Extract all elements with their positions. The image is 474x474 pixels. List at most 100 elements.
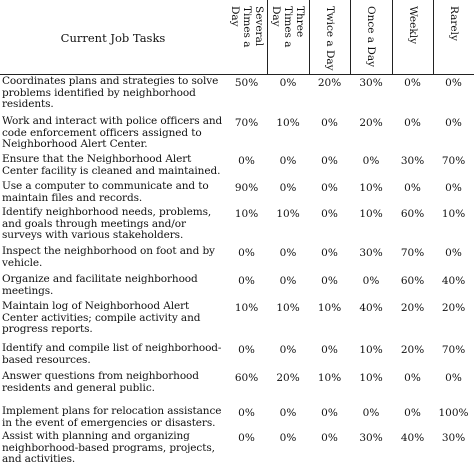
frequency-cell: 30% — [400, 155, 425, 167]
column-header-label: Weekly — [406, 6, 419, 45]
header-rule — [0, 74, 474, 75]
frequency-cell: 10% — [359, 182, 383, 194]
frequency-cell: 60% — [400, 208, 425, 220]
frequency-cell: 0% — [321, 275, 338, 287]
frequency-cell: 0% — [279, 432, 297, 444]
frequency-cell: 40% — [441, 275, 466, 287]
frequency-cell: 0% — [321, 155, 338, 167]
frequency-cell: 10% — [276, 302, 300, 314]
task-description: Coordinates plans and strategies to solv… — [2, 75, 219, 110]
frequency-cell: 0% — [279, 77, 297, 89]
column-header: Once a Day — [350, 0, 392, 75]
frequency-cell: 0% — [238, 247, 255, 259]
column-header-label: Once a Day — [365, 6, 377, 68]
frequency-cell: 0% — [238, 407, 255, 419]
frequency-cell: 0% — [321, 344, 338, 356]
frequency-cell: 30% — [359, 77, 383, 89]
frequency-cell: 20% — [400, 302, 425, 314]
frequency-cell: 0% — [238, 432, 255, 444]
frequency-cell: 0% — [321, 182, 338, 194]
task-description: Use a computer to communicate and to mai… — [2, 180, 209, 204]
task-description: Inspect the neighborhood on foot and by … — [2, 245, 215, 269]
column-divider — [350, 0, 351, 75]
frequency-cell: 60% — [400, 275, 425, 287]
task-description: Assist with planning and organizing neig… — [2, 430, 215, 465]
frequency-cell: 100% — [438, 407, 469, 419]
frequency-cell: 70% — [234, 117, 259, 129]
task-description: Ensure that the Neighborhood Alert Cente… — [2, 153, 221, 177]
frequency-cell: 0% — [279, 155, 297, 167]
frequency-cell: 10% — [234, 302, 259, 314]
frequency-cell: 0% — [238, 155, 255, 167]
task-description: Organize and facilitate neighborhood mee… — [2, 273, 198, 297]
task-description: Work and interact with police officers a… — [2, 115, 223, 150]
frequency-cell: 40% — [359, 302, 383, 314]
frequency-cell: 0% — [404, 77, 421, 89]
task-description: Maintain log of Neighborhood Alert Cente… — [2, 300, 201, 335]
frequency-cell: 50% — [234, 77, 259, 89]
frequency-cell: 20% — [276, 372, 300, 384]
column-divider — [433, 0, 434, 75]
frequency-cell: 20% — [400, 344, 425, 356]
frequency-cell: 70% — [441, 344, 466, 356]
frequency-cell: 0% — [404, 372, 421, 384]
frequency-cell: 20% — [317, 77, 342, 89]
column-divider — [267, 0, 268, 75]
frequency-cell: 0% — [445, 117, 462, 129]
frequency-cell: 0% — [321, 117, 338, 129]
frequency-cell: 0% — [445, 247, 462, 259]
frequency-cell: 30% — [359, 247, 383, 259]
frequency-cell: 0% — [279, 275, 297, 287]
frequency-cell: 20% — [359, 117, 383, 129]
frequency-cell: 0% — [445, 372, 462, 384]
column-divider — [392, 0, 393, 75]
task-column-header: Current Job Tasks — [60, 30, 166, 45]
frequency-cell: 10% — [359, 372, 383, 384]
column-header: Three Times a Day — [267, 0, 309, 75]
frequency-cell: 0% — [279, 344, 297, 356]
frequency-cell: 0% — [404, 117, 421, 129]
frequency-cell: 30% — [359, 432, 383, 444]
frequency-cell: 30% — [441, 432, 466, 444]
frequency-cell: 10% — [317, 372, 342, 384]
frequency-cell: 0% — [445, 182, 462, 194]
frequency-cell: 0% — [279, 182, 297, 194]
frequency-cell: 10% — [359, 208, 383, 220]
frequency-cell: 20% — [441, 302, 466, 314]
frequency-cell: 70% — [400, 247, 425, 259]
column-header-label: Three Times a Day — [270, 6, 306, 48]
frequency-cell: 0% — [404, 182, 421, 194]
frequency-cell: 0% — [321, 407, 338, 419]
frequency-cell: 0% — [321, 432, 338, 444]
task-description: Identify and compile list of neighborhoo… — [2, 342, 222, 366]
column-header: Weekly — [392, 0, 433, 75]
frequency-cell: 10% — [317, 302, 342, 314]
task-description: Answer questions from neighborhood resid… — [2, 370, 199, 394]
frequency-cell: 0% — [362, 275, 380, 287]
frequency-cell: 60% — [234, 372, 259, 384]
column-header-label: Twice a Day — [323, 6, 336, 71]
frequency-cell: 0% — [238, 344, 255, 356]
frequency-cell: 0% — [279, 407, 297, 419]
frequency-cell: 0% — [238, 275, 255, 287]
task-description: Implement plans for relocation assistanc… — [2, 405, 222, 429]
frequency-cell: 10% — [441, 208, 466, 220]
column-divider — [309, 0, 310, 75]
frequency-cell: 10% — [234, 208, 259, 220]
frequency-cell: 0% — [445, 77, 462, 89]
frequency-cell: 0% — [362, 155, 380, 167]
frequency-cell: 0% — [321, 208, 338, 220]
column-header: Several Times a Day — [226, 0, 267, 75]
frequency-cell: 0% — [404, 407, 421, 419]
frequency-cell: 90% — [234, 182, 259, 194]
frequency-cell: 40% — [400, 432, 425, 444]
column-header: Rarely — [433, 0, 474, 75]
column-header-label: Several Times a Day — [228, 6, 265, 48]
frequency-cell: 0% — [279, 247, 297, 259]
frequency-cell: 10% — [359, 344, 383, 356]
task-description: Identify neighborhood needs, problems, a… — [2, 206, 212, 241]
frequency-cell: 0% — [362, 407, 380, 419]
column-header: Twice a Day — [309, 0, 350, 75]
frequency-cell: 0% — [321, 247, 338, 259]
